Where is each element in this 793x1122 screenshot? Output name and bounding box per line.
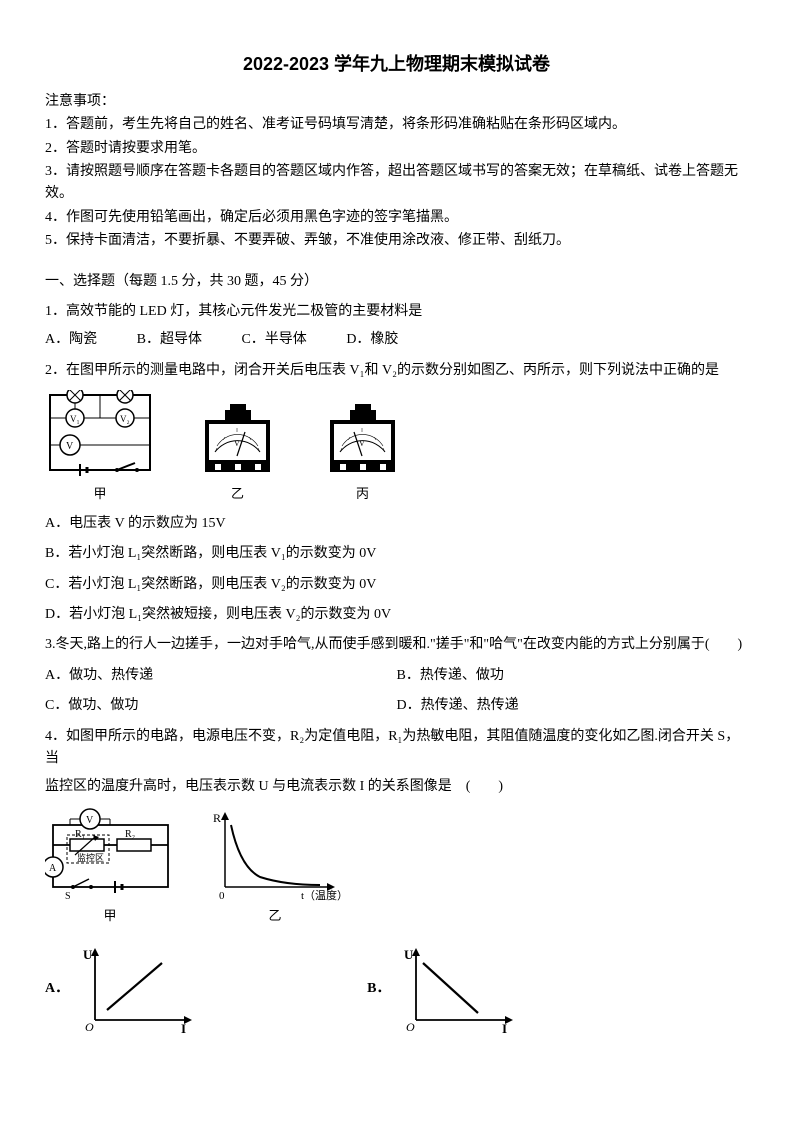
q3-option-c: C．做功、做功 <box>45 695 397 717</box>
q3-option-b: B．热传递、做功 <box>397 665 749 687</box>
q1-option-d: D．橡胶 <box>346 329 398 351</box>
option-label-a: A． <box>45 978 69 1000</box>
axis-u-label: U <box>83 947 93 962</box>
voltmeter-icon: V <box>320 390 405 480</box>
axis-i-label: I <box>502 1021 507 1035</box>
question-2: 2．在图甲所示的测量电路中，闭合开关后电压表 V₁和 V₂的示数分别如图乙、丙所… <box>45 360 748 627</box>
label-zone: 监控区 <box>77 852 104 863</box>
q1-option-c: C．半导体 <box>241 329 306 351</box>
axis-origin: O <box>406 1020 415 1034</box>
figure-caption: 乙 <box>205 906 345 927</box>
q2-option-c: C．若小灯泡 L₁突然断路，则电压表 V₂的示数变为 0V <box>45 574 748 596</box>
circuit-diagram-icon: V R₁ R₂ 监控区 A <box>45 807 175 902</box>
meter-unit: V <box>234 439 240 448</box>
figure-caption: 丙 <box>320 484 405 505</box>
label-s: S <box>65 891 71 902</box>
figure-meter-1: V 乙 <box>195 390 280 505</box>
ui-graph-icon: U O I <box>398 945 518 1035</box>
q4-option-graphs: A． U O I B． U O I <box>45 945 748 1035</box>
q1-text: 1．高效节能的 LED 灯，其核心元件发光二极管的主要材料是 <box>45 301 748 323</box>
q4-text-line1: 4．如图甲所示的电路，电源电压不变，R₂为定值电阻，R₁为热敏电阻，其阻值随温度… <box>45 726 748 771</box>
q2-option-b: B．若小灯泡 L₁突然断路，则电压表 V₁的示数变为 0V <box>45 543 748 565</box>
axis-r-label: R <box>213 811 221 825</box>
instruction-line: 3．请按照题号顺序在答题卡各题目的答题区域内作答，超出答题区域书写的答案无效；在… <box>45 161 748 206</box>
q4-option-a: A． U O I <box>45 945 197 1035</box>
axis-origin: O <box>85 1020 94 1034</box>
label-v1: V₁ <box>70 414 80 424</box>
figure-meter-2: V 丙 <box>320 390 405 505</box>
instructions-block: 注意事项： 1．答题前，考生先将自己的姓名、准考证号码填写清楚，将条形码准确粘贴… <box>45 91 748 253</box>
voltmeter-icon: V <box>195 390 280 480</box>
meter-unit: V <box>359 439 365 448</box>
section-heading: 一、选择题（每题 1.5 分，共 30 题，45 分） <box>45 271 748 293</box>
q1-option-a: A．陶瓷 <box>45 329 97 351</box>
q4-figures: V R₁ R₂ 监控区 A <box>45 807 748 927</box>
axis-i-label: I <box>181 1021 186 1035</box>
circuit-diagram-icon: L₁ L₂ V₁ V₂ V <box>45 390 155 480</box>
q2-option-a: A．电压表 V 的示数应为 15V <box>45 513 748 535</box>
q3-text: 3.冬天,路上的行人一边搓手，一边对手哈气,从而使手感到暖和."搓手"和"哈气"… <box>45 634 748 656</box>
label-r2: R₂ <box>125 829 135 840</box>
axis-u-label: U <box>404 947 414 962</box>
label-v: V <box>86 815 94 826</box>
question-3: 3.冬天,路上的行人一边搓手，一边对手哈气,从而使手感到暖和."搓手"和"哈气"… <box>45 634 748 717</box>
label-v: V <box>66 441 74 452</box>
label-a: A <box>49 863 57 874</box>
figure-circuit-q4: V R₁ R₂ 监控区 A <box>45 807 175 927</box>
label-v2: V₂ <box>120 414 130 424</box>
page-title: 2022-2023 学年九上物理期末模拟试卷 <box>45 50 748 79</box>
instruction-line: 5．保持卡面清洁，不要折暴、不要弄破、弄皱，不准使用涂改液、修正带、刮纸刀。 <box>45 230 748 252</box>
instructions-head: 注意事项： <box>45 91 748 113</box>
figure-caption: 甲 <box>45 484 155 505</box>
question-1: 1．高效节能的 LED 灯，其核心元件发光二极管的主要材料是 A．陶瓷 B．超导… <box>45 301 748 352</box>
q3-option-d: D．热传递、热传递 <box>397 695 749 717</box>
axis-origin: 0 <box>219 890 225 902</box>
axis-t-label: t（温度） <box>301 888 345 902</box>
instruction-line: 2．答题时请按要求用笔。 <box>45 138 748 160</box>
q4-option-b: B． U O I <box>367 945 518 1035</box>
figure-rt-graph: R 0 t（温度） 乙 <box>205 807 345 927</box>
figure-caption: 甲 <box>45 906 175 927</box>
q4-text-line2: 监控区的温度升高时，电压表示数 U 与电流表示数 I 的关系图像是 ( ) <box>45 776 748 798</box>
graph-icon: R 0 t（温度） <box>205 807 345 902</box>
question-4: 4．如图甲所示的电路，电源电压不变，R₂为定值电阻，R₁为热敏电阻，其阻值随温度… <box>45 726 748 1035</box>
instruction-line: 1．答题前，考生先将自己的姓名、准考证号码填写清楚，将条形码准确粘贴在条形码区域… <box>45 114 748 136</box>
q2-figures: L₁ L₂ V₁ V₂ V <box>45 390 748 505</box>
figure-circuit: L₁ L₂ V₁ V₂ V <box>45 390 155 505</box>
q1-option-b: B．超导体 <box>137 329 202 351</box>
q3-option-a: A．做功、热传递 <box>45 665 397 687</box>
option-label-b: B． <box>367 978 390 1000</box>
q2-text: 2．在图甲所示的测量电路中，闭合开关后电压表 V₁和 V₂的示数分别如图乙、丙所… <box>45 360 748 382</box>
figure-caption: 乙 <box>195 484 280 505</box>
instruction-line: 4．作图可先使用铅笔画出，确定后必须用黑色字迹的签字笔描黑。 <box>45 207 748 229</box>
ui-graph-icon: U O I <box>77 945 197 1035</box>
q2-option-d: D．若小灯泡 L₁突然被短接，则电压表 V₂的示数变为 0V <box>45 604 748 626</box>
